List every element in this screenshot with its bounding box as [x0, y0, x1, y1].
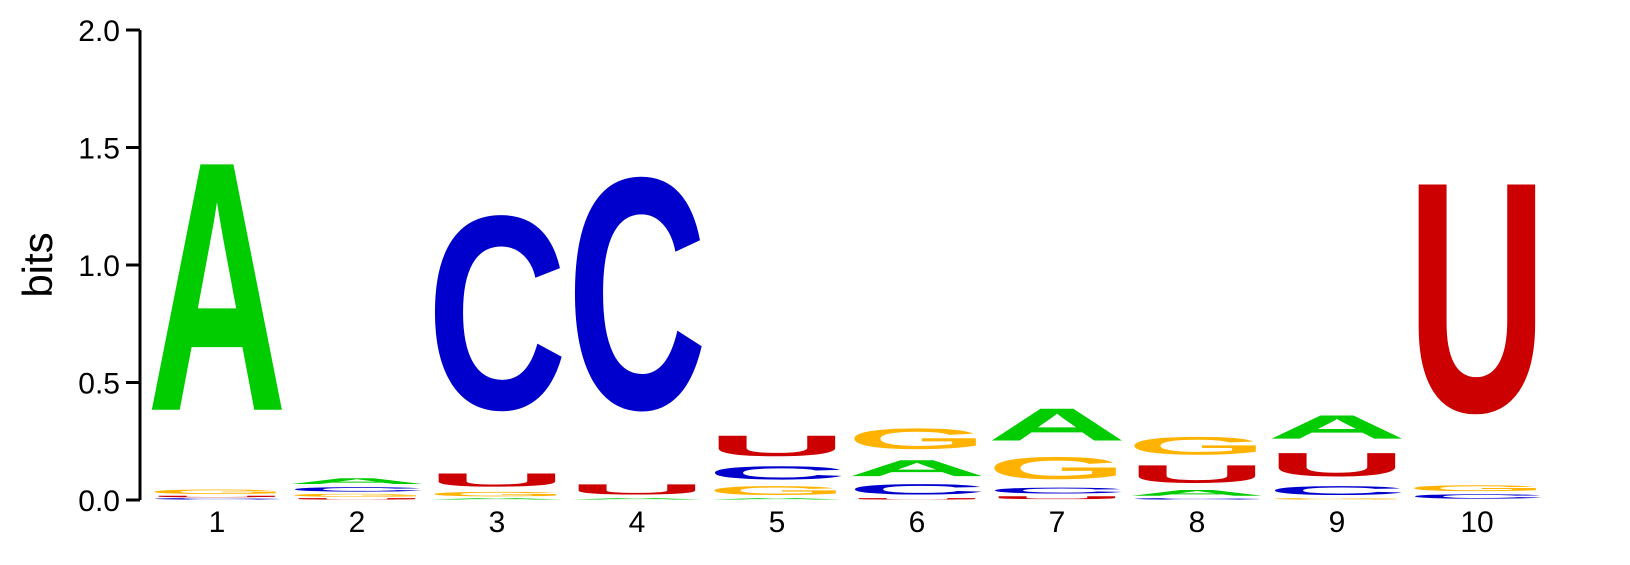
glyph-U-pos-4: U — [567, 481, 707, 497]
glyph-U-pos-1: U — [147, 495, 287, 497]
glyph-A-pos-7: A — [987, 399, 1127, 451]
glyph-U-pos-3: U — [427, 469, 567, 490]
position-stack-10: CGU — [1407, 114, 1547, 500]
glyph-C-pos-7: C — [987, 486, 1127, 495]
y-tick-label: 0.0 — [78, 485, 120, 518]
glyph-G-pos-1: G — [147, 488, 287, 495]
glyph-G-pos-5: G — [707, 484, 847, 498]
glyph-C-pos-3: C — [427, 158, 567, 467]
x-tick-label: 1 — [209, 506, 226, 539]
glyph-G-pos-9: G — [1267, 498, 1407, 500]
glyph-A-pos-5: A — [707, 498, 847, 500]
glyph-A-pos-2: A — [287, 477, 427, 486]
y-axis-title: bits — [14, 232, 61, 297]
glyph-G-pos-10: G — [1407, 484, 1547, 493]
y-axis: 0.0 0.5 1.0 1.5 2.0 — [78, 15, 140, 518]
glyph-G-pos-8: G — [1127, 432, 1267, 460]
glyph-C-pos-5: C — [707, 462, 847, 483]
glyph-U-pos-5: U — [707, 429, 847, 462]
y-tick-label: 2.0 — [78, 15, 120, 48]
x-tick-label: 9 — [1329, 506, 1346, 539]
glyph-U-pos-6: U — [847, 498, 987, 500]
glyph-G-pos-3: G — [427, 491, 567, 498]
glyph-C-pos-8: C — [1127, 498, 1267, 500]
glyph-G-pos-2: G — [287, 493, 427, 498]
x-axis-tick-labels: 1 2 3 4 5 6 7 8 9 10 — [209, 506, 1494, 539]
x-tick-label: 2 — [349, 506, 366, 539]
glyph-U-pos-2: U — [287, 498, 427, 500]
x-tick-label: 5 — [769, 506, 786, 539]
glyph-G-pos-7: G — [987, 451, 1127, 486]
y-tick-label: 1.5 — [78, 133, 120, 166]
x-tick-label: 10 — [1460, 506, 1493, 539]
x-tick-label: 4 — [629, 506, 646, 539]
glyph-A-pos-3: A — [427, 498, 567, 500]
glyph-C-pos-2: C — [287, 486, 427, 493]
glyph-G-pos-6: G — [847, 422, 987, 455]
glyph-U-pos-7: U — [987, 495, 1127, 500]
glyph-C-pos-9: C — [1267, 484, 1407, 498]
glyph-C-pos-10: C — [1407, 493, 1547, 500]
glyph-A-pos-9: A — [1267, 408, 1407, 445]
glyph-C-pos-1: C — [147, 498, 287, 500]
glyph-C-pos-4: C — [567, 108, 707, 479]
position-stack-4: AUC — [567, 108, 707, 500]
glyph-A-pos-8: A — [1127, 488, 1267, 497]
glyph-U-pos-8: U — [1127, 460, 1267, 488]
x-tick-label: 3 — [489, 506, 506, 539]
glyph-C-pos-6: C — [847, 481, 987, 497]
glyph-A-pos-1: A — [147, 87, 287, 486]
glyph-U-pos-10: U — [1407, 114, 1547, 482]
glyph-A-pos-6: A — [847, 455, 987, 481]
glyph-A-pos-4: A — [567, 498, 707, 500]
y-tick-label: 1.0 — [78, 250, 120, 283]
glyph-U-pos-9: U — [1267, 446, 1407, 483]
x-tick-label: 6 — [909, 506, 926, 539]
x-tick-label: 8 — [1189, 506, 1206, 539]
y-tick-label: 0.5 — [78, 368, 120, 401]
x-tick-label: 7 — [1049, 506, 1066, 539]
